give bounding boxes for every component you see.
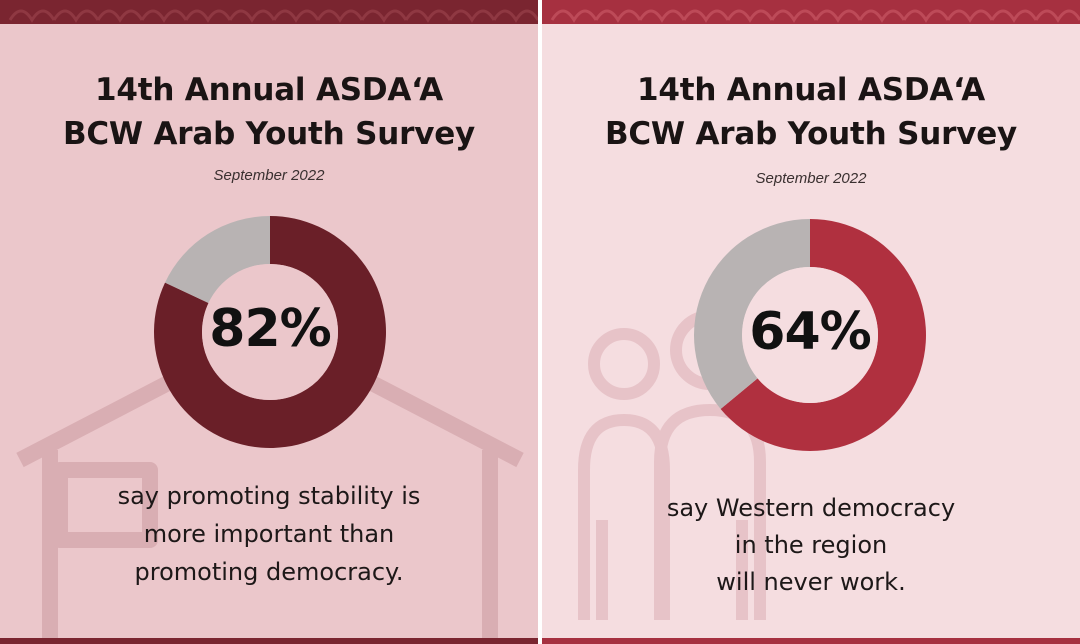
caption-line-3: will never work. [716, 568, 906, 596]
decorative-pattern-band-bottom [0, 638, 538, 644]
pattern-motif [990, 9, 1038, 23]
pattern-motif [638, 9, 686, 23]
survey-card-stability: 14th Annual ASDA‘A BCW Arab Youth Survey… [0, 0, 538, 644]
pattern-motif [228, 9, 276, 23]
caption-line-1: say Western democracy [666, 494, 956, 522]
pattern-motif [1034, 9, 1080, 23]
pattern-motif [316, 9, 364, 23]
survey-card-western-democracy: 14th Annual ASDA‘A BCW Arab Youth Survey… [542, 0, 1080, 644]
donut-slice-agree [153, 216, 386, 448]
pattern-motif [360, 9, 408, 23]
pattern-motif [858, 9, 906, 23]
pattern-motif [8, 9, 56, 23]
survey-title-line-2: BCW Arab Youth Survey [62, 116, 476, 152]
survey-title-line-2: BCW Arab Youth Survey [604, 116, 1018, 152]
pattern-motif [272, 9, 320, 23]
donut-chart-western-democracy [694, 219, 926, 451]
pattern-motif [726, 9, 774, 23]
people-icon [578, 310, 766, 620]
pattern-motif [448, 9, 496, 23]
donut-hole [742, 267, 878, 403]
pattern-motif [140, 9, 188, 23]
survey-date: September 2022 [755, 170, 867, 187]
caption-line-3: promoting democracy. [134, 558, 404, 586]
donut-center-percentage: 82% [209, 299, 331, 359]
caption-line-2: more important than [143, 520, 395, 548]
pattern-motif [550, 9, 598, 23]
survey-date: September 2022 [213, 167, 325, 184]
pattern-motif [184, 9, 232, 23]
pattern-motif [902, 9, 950, 23]
decorative-pattern-band [0, 0, 538, 24]
pattern-motif [96, 9, 144, 23]
survey-title-line-1: 14th Annual ASDA‘A [94, 72, 443, 108]
pattern-motif [594, 9, 642, 23]
donut-slice-remainder [694, 219, 810, 409]
donut-chart-stability [153, 216, 386, 448]
decorative-pattern-band-bottom [542, 638, 1080, 644]
caption-line-1: say promoting stability is [117, 482, 421, 510]
pattern-motif [682, 9, 730, 23]
donut-slice-agree [720, 219, 926, 451]
pattern-motif [770, 9, 818, 23]
pattern-motif [946, 9, 994, 23]
pattern-motif [52, 9, 100, 23]
survey-title-line-1: 14th Annual ASDA‘A [636, 72, 985, 108]
donut-slice-remainder [165, 216, 270, 304]
pattern-motif [814, 9, 862, 23]
caption-line-2: in the region [734, 531, 888, 559]
donut-center-percentage: 64% [749, 302, 871, 362]
pattern-motif [404, 9, 452, 23]
pattern-motif [492, 9, 538, 23]
donut-hole [202, 264, 338, 400]
decorative-pattern-band [542, 0, 1080, 24]
